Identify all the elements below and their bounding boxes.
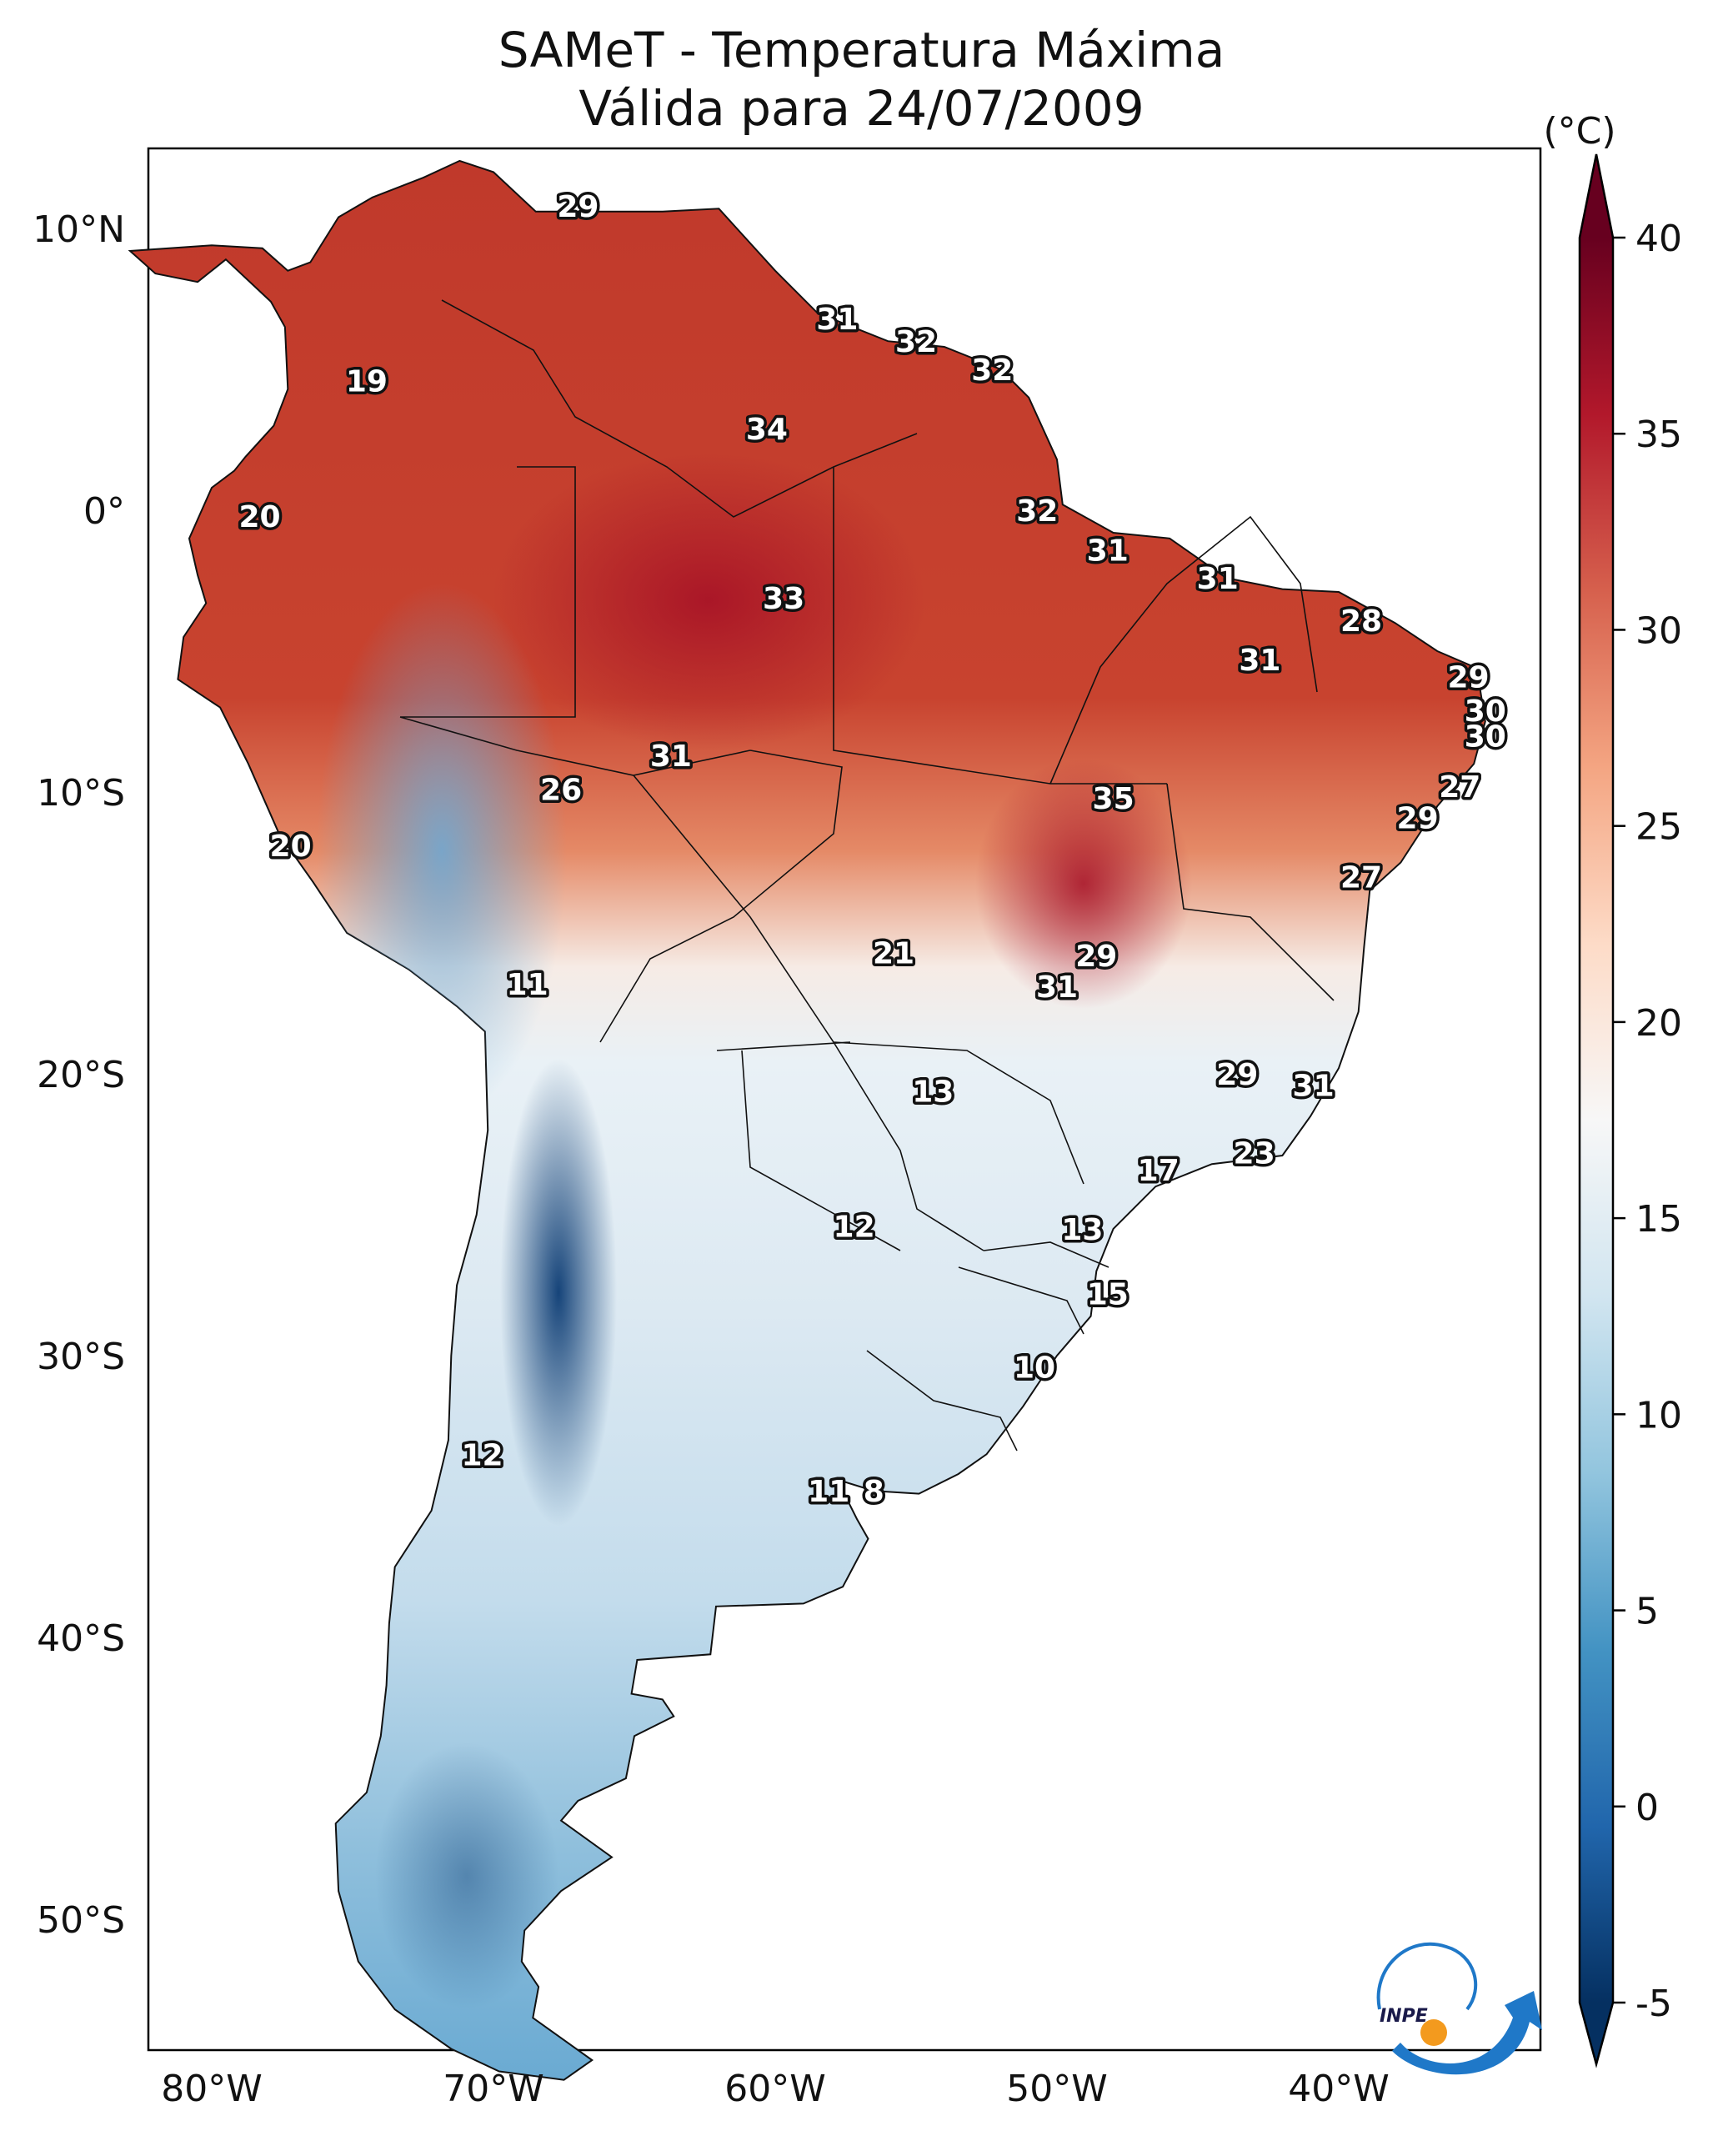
colorbar-tick-label: 10	[1635, 1394, 1682, 1436]
colorbar-tick-label: 40	[1635, 218, 1682, 260]
colorbar-ticks: 40 35 30 25 20 15 10 5 0 -5	[1613, 218, 1682, 2025]
lat-tick-label: 50°S	[37, 1899, 125, 1942]
latitude-axis: 10°N 0° 10°S 20°S 30°S 40°S 50°S	[33, 208, 125, 1942]
temperature-value-label: 34	[746, 413, 788, 447]
temperature-value-label: 29	[1397, 801, 1439, 835]
colorbar-gradient	[1580, 238, 1613, 2003]
colorbar-tick-label: 0	[1635, 1787, 1659, 1829]
lon-tick-label: 70°W	[443, 2068, 544, 2110]
lat-tick-label: 30°S	[37, 1336, 125, 1378]
map-subtitle: Válida para 24/07/2009	[579, 80, 1144, 137]
colorbar-unit: (°C)	[1543, 110, 1615, 153]
temperature-value-label: 32	[895, 325, 937, 359]
logo-orange-dot	[1420, 2019, 1447, 2046]
colorbar-tick-label: 25	[1635, 806, 1682, 849]
temperature-value-label: 21	[873, 937, 914, 971]
temperature-value-label: 29	[557, 190, 599, 224]
lon-tick-label: 80°W	[161, 2068, 263, 2110]
colorbar-tick-label: -5	[1635, 1983, 1672, 2025]
patagonia-cold	[375, 1742, 558, 2009]
inpe-logo: INPE	[1376, 1942, 1542, 2075]
colorbar-tick-label: 15	[1635, 1198, 1682, 1241]
temperature-value-label: 27	[1439, 770, 1480, 805]
logo-swoosh	[1392, 1991, 1542, 2075]
andes-cold-core	[500, 1059, 617, 1526]
temperature-value-label: 35	[1093, 782, 1134, 816]
temperature-value-label: 31	[650, 740, 692, 774]
temperature-value-label: 13	[1061, 1213, 1103, 1247]
colorbar-tick-label: 20	[1635, 1002, 1682, 1045]
colorbar-top-extension	[1580, 154, 1613, 238]
temperature-value-label: 29	[1216, 1058, 1258, 1092]
colorbar-tick-label: 35	[1635, 414, 1682, 456]
temperature-value-label: 12	[834, 1211, 875, 1245]
temperature-value-label: 33	[763, 582, 804, 616]
temperature-value-label: 8	[864, 1475, 884, 1509]
temperature-value-label: 30	[1465, 694, 1506, 729]
lat-tick-label: 10°S	[37, 772, 125, 815]
temperature-value-label: 28	[1340, 604, 1382, 639]
temperature-value-label: 13	[912, 1075, 954, 1109]
temperature-value-label: 12	[461, 1438, 503, 1472]
temperature-value-label: 31	[1087, 534, 1129, 568]
lat-tick-label: 10°N	[33, 208, 125, 251]
temperature-value-label: 10	[1014, 1351, 1055, 1386]
colorbar-tick-label: 5	[1635, 1591, 1659, 1633]
temperature-value-label: 20	[238, 500, 280, 534]
temperature-value-label: 30	[1465, 720, 1506, 754]
temperature-value-label: 15	[1087, 1278, 1129, 1312]
map-title: SAMeT - Temperatura Máxima	[498, 22, 1225, 78]
temperature-value-label: 19	[346, 365, 388, 399]
lon-tick-label: 50°W	[1006, 2068, 1108, 2110]
south-america-land	[128, 159, 1486, 2081]
temperature-value-label: 31	[1036, 970, 1078, 1005]
lon-tick-label: 40°W	[1288, 2068, 1390, 2110]
temperature-value-label: 17	[1138, 1154, 1180, 1188]
temperature-value-label: 23	[1234, 1137, 1275, 1171]
temperature-value-label: 27	[1340, 860, 1382, 895]
longitude-axis: 80°W 70°W 60°W 50°W 40°W	[161, 2068, 1390, 2110]
logo-outline-ring	[1376, 1942, 1478, 2011]
temperature-labels: 2919203132323432313128313329303027292731…	[236, 188, 1509, 1512]
country-borders	[399, 299, 1335, 1452]
temperature-value-label: 29	[1447, 660, 1489, 694]
logo-text: INPE	[1380, 2006, 1428, 2027]
temperature-value-label: 29	[1075, 940, 1117, 974]
temperature-value-label: 31	[1293, 1070, 1335, 1104]
lat-tick-label: 40°S	[37, 1617, 125, 1660]
colorbar: 40 35 30 25 20 15 10 5 0 -5 (°C)	[1543, 110, 1682, 2068]
lat-tick-label: 0°	[83, 490, 125, 533]
temperature-value-label: 20	[270, 830, 312, 864]
temperature-value-label: 11	[507, 968, 548, 1002]
lat-tick-label: 20°S	[37, 1054, 125, 1096]
temperature-value-label: 31	[816, 303, 858, 337]
temperature-value-label: 32	[1016, 494, 1058, 529]
hot-spot-amazon	[492, 450, 925, 750]
temperature-value-label: 11	[808, 1475, 849, 1509]
temperature-value-label: 32	[971, 353, 1013, 388]
colorbar-tick-label: 30	[1635, 609, 1682, 652]
temperature-value-label: 31	[1197, 562, 1239, 596]
lon-tick-label: 60°W	[724, 2068, 826, 2110]
colorbar-bottom-extension	[1580, 2003, 1613, 2064]
hot-spot-central-brazil	[975, 759, 1192, 1009]
temperature-value-label: 26	[540, 774, 582, 808]
temperature-value-label: 31	[1239, 644, 1280, 678]
